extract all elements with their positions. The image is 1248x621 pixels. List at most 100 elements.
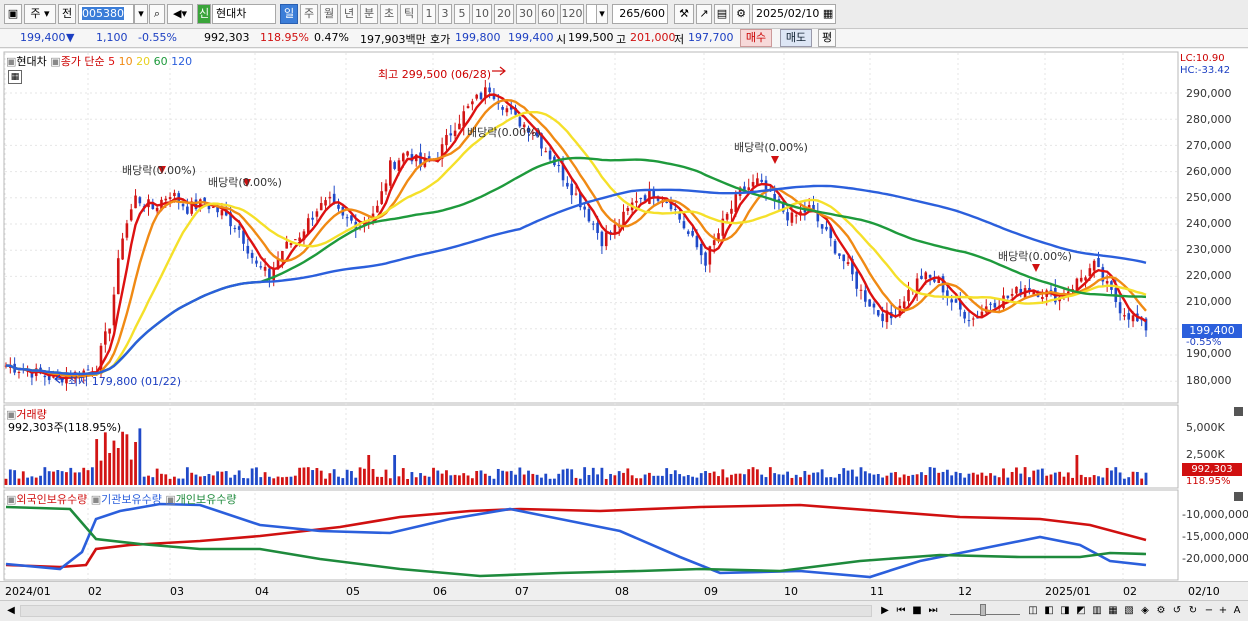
tab-second[interactable]: 초 (380, 4, 398, 24)
sound-icon[interactable]: ◀▾ (167, 4, 193, 24)
volume-bar (237, 470, 241, 485)
chart-tool-icon[interactable]: ◈ (1141, 605, 1149, 616)
scrollbar-track[interactable] (20, 605, 872, 617)
interval-5[interactable]: 5 (454, 4, 470, 24)
candle-body (302, 231, 306, 241)
candle-body (151, 201, 155, 209)
tab-month[interactable]: 월 (320, 4, 338, 24)
candle-body (570, 183, 573, 196)
quote-bid: 199,800 (455, 31, 501, 44)
zoom-slider-handle[interactable] (980, 604, 986, 616)
volume-bar (375, 476, 379, 485)
volume-bar (414, 477, 418, 485)
x-tick: 07 (515, 585, 529, 598)
prev-button[interactable]: 전 (58, 4, 76, 24)
interval-30[interactable]: 30 (516, 4, 536, 24)
candle-body (298, 237, 301, 241)
legend-box-icon[interactable]: ▣ (165, 493, 176, 506)
window-menu-icon[interactable]: ▣ (4, 4, 22, 24)
chart-tool-icon[interactable]: ▧ (1124, 605, 1134, 616)
chart-tool-icon[interactable]: ◨ (1060, 605, 1070, 616)
font-size-icon[interactable]: A (1233, 605, 1241, 616)
candle-body (648, 188, 651, 204)
calendar-icon[interactable]: ▦ (822, 7, 834, 20)
sell-button[interactable]: 매도 (780, 29, 812, 47)
volume-bar (483, 473, 487, 485)
legend-foreign[interactable]: 외국인보유수량 (16, 493, 88, 506)
stop-icon[interactable]: ■ (912, 605, 922, 616)
interval-60[interactable]: 60 (538, 4, 558, 24)
interval-1[interactable]: 1 (422, 4, 436, 24)
scroll-right-icon[interactable]: ▶ (881, 605, 889, 616)
chart-tool-icon[interactable]: ▥ (1092, 605, 1102, 616)
candle-body (794, 215, 798, 217)
stock-name-field[interactable]: 현대차 (212, 4, 276, 24)
candle-body (643, 195, 647, 201)
tab-week[interactable]: 주 (300, 4, 318, 24)
chart-tool-icon[interactable]: ↺ (1172, 605, 1182, 616)
volume-bar (427, 476, 431, 485)
candle-body (1123, 315, 1126, 317)
legend-box-icon[interactable]: ▣ (6, 55, 17, 68)
chart-tool-icon[interactable]: ◫ (1028, 605, 1038, 616)
holdings-panel-close-icon[interactable] (1234, 492, 1243, 501)
market-select[interactable]: 주 ▾ (24, 4, 56, 24)
eval-button[interactable]: 평 (818, 29, 836, 47)
legend-box-icon[interactable]: ▣ (90, 493, 102, 506)
volume-bar (660, 475, 664, 485)
tab-minute[interactable]: 분 (360, 4, 378, 24)
buy-button[interactable]: 매수 (740, 29, 772, 47)
interval-20[interactable]: 20 (494, 4, 514, 24)
volume-bar (1062, 476, 1066, 485)
legend-box-icon[interactable]: ▣ (6, 408, 17, 421)
candle-body (773, 193, 776, 202)
chart-tool-icon[interactable]: ⚙ (1156, 605, 1166, 616)
interval-120[interactable]: 120 (560, 4, 584, 24)
scroll-left-icon[interactable]: ◀ (7, 605, 15, 616)
zoom-in-icon[interactable]: + (1218, 605, 1228, 616)
date-input[interactable]: 2025/02/10 ▦ (752, 4, 836, 24)
volume-panel-close-icon[interactable] (1234, 407, 1243, 416)
first-page-icon[interactable]: ⏮ (896, 605, 906, 616)
hc-label: HC:-33.42 (1180, 65, 1231, 76)
legend-box-icon[interactable]: ▣ (6, 493, 17, 506)
chart-tool-icon[interactable]: ↻ (1188, 605, 1198, 616)
interval-10[interactable]: 10 (472, 4, 492, 24)
count-value: 265 (619, 7, 641, 20)
chart-tool-icon[interactable]: ◩ (1076, 605, 1086, 616)
search-icon[interactable]: ⌕ (149, 4, 165, 24)
volume-title[interactable]: 거래량 (16, 408, 47, 421)
volume-bar (820, 469, 824, 485)
chart-tool-icon[interactable]: ▦ (1108, 605, 1118, 616)
gear-icon[interactable]: ⚙ (732, 4, 750, 24)
save-icon[interactable]: ▤ (714, 4, 730, 24)
draw-icon[interactable]: ↗ (696, 4, 712, 24)
calculator-icon[interactable]: ▦ (8, 70, 22, 84)
chart-area[interactable]: ▣현대차 ▣종가 단순 5 10 20 60 120 ▦ 최고 299,500 … (0, 49, 1248, 600)
x-axis: 2024/01 02 03 04 05 06 07 08 09 10 11 12… (0, 581, 1248, 601)
interval-dropdown-icon[interactable]: ▾ (596, 4, 608, 24)
zoom-out-icon[interactable]: − (1204, 605, 1214, 616)
legend-institution[interactable]: 기관보유수량 (101, 493, 162, 506)
legend-individual[interactable]: 개인보유수량 (175, 493, 237, 506)
legend-box-icon[interactable]: ▣ (50, 55, 61, 68)
volume-bar (803, 470, 807, 485)
tab-tick[interactable]: 틱 (400, 4, 418, 24)
volume-bar (56, 470, 60, 485)
code-dropdown-icon[interactable]: ▾ (134, 4, 148, 24)
legend-ma-title[interactable]: 종가 단순 (60, 55, 105, 68)
interval-3[interactable]: 3 (438, 4, 452, 24)
code-input[interactable]: 005380 (78, 4, 134, 24)
candle-body (825, 226, 828, 230)
candle-body (695, 235, 699, 248)
tab-day[interactable]: 일 (280, 4, 298, 24)
count-input[interactable]: 265/600 (612, 4, 668, 24)
chart-tool-icon[interactable]: ◧ (1044, 605, 1054, 616)
tools-icon[interactable]: ⚒ (674, 4, 694, 24)
volume-bar (276, 476, 280, 485)
tab-year[interactable]: 년 (340, 4, 358, 24)
candle-body (479, 92, 483, 100)
legend-stock-name[interactable]: 현대차 (16, 55, 47, 68)
candle-body (535, 130, 539, 137)
last-page-icon[interactable]: ⏭ (928, 605, 938, 616)
